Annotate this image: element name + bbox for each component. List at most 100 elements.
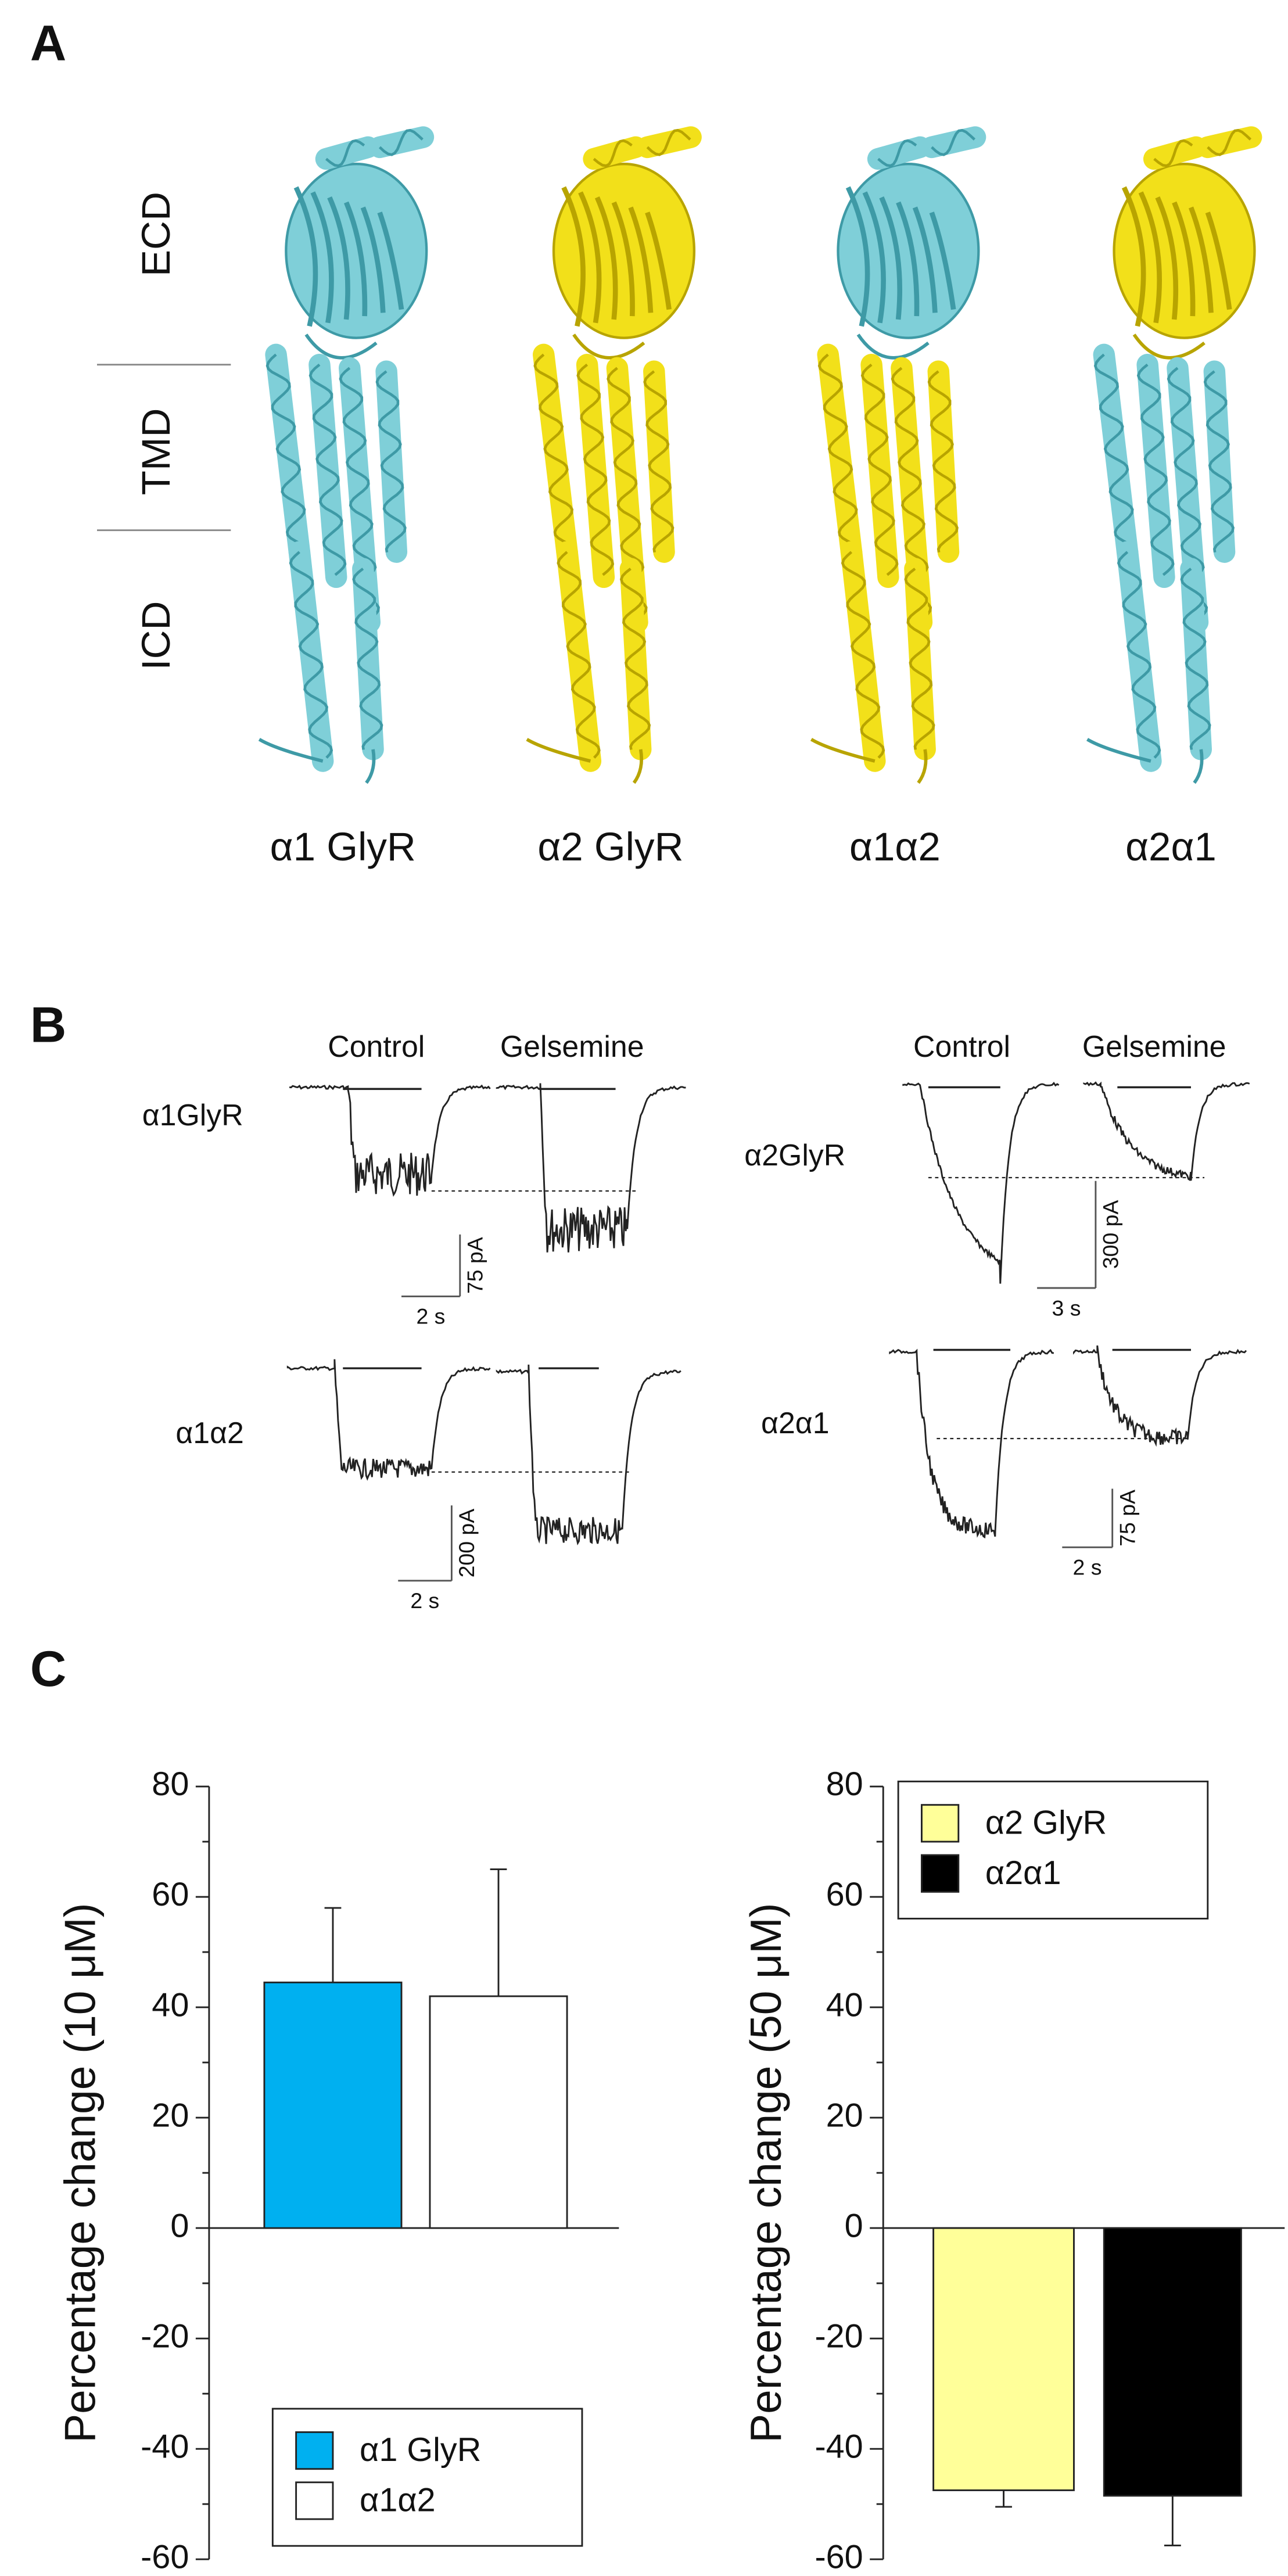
beta-sheet	[1205, 211, 1232, 310]
loop	[917, 749, 928, 784]
helix-turns	[289, 551, 333, 759]
current-trace	[286, 1359, 491, 1481]
helix-turns	[643, 370, 675, 553]
helix-turns	[931, 128, 975, 156]
helix	[1203, 360, 1236, 563]
beta-sheet	[1121, 186, 1146, 327]
beta-sheet	[611, 201, 635, 317]
bar	[932, 2227, 1075, 2491]
loop	[856, 333, 930, 360]
beta-sheet	[327, 196, 350, 320]
scale-label: 3 s	[1052, 1296, 1081, 1320]
legend-label: α1 GlyR	[360, 2431, 481, 2469]
helix	[1180, 558, 1212, 760]
legend-swatch	[921, 1854, 960, 1893]
y-tick-label: -60	[141, 2538, 189, 2575]
helix-turns	[352, 568, 383, 750]
y-tick-label: 0	[170, 2207, 189, 2244]
region-label: TMD	[133, 408, 178, 496]
helix	[265, 343, 311, 563]
panel-label: B	[30, 998, 66, 1053]
helix-turns	[646, 128, 691, 156]
helix-turns	[1203, 370, 1235, 553]
panel-label: A	[30, 15, 66, 71]
loop	[258, 738, 324, 763]
helix-turns	[375, 370, 407, 553]
y-axis-label: Percentage change (50 μM)	[741, 1903, 790, 2442]
helix-turns	[308, 363, 347, 576]
helix-turns	[817, 353, 862, 551]
beta-sheet	[578, 191, 602, 324]
y-tick-label: -20	[815, 2317, 863, 2355]
helix	[619, 558, 652, 760]
helix-turns	[1180, 568, 1211, 750]
legend-label: α2 GlyR	[985, 1804, 1107, 1841]
beta-sheet	[929, 211, 956, 310]
helix-turns	[325, 139, 365, 167]
loop	[365, 749, 376, 784]
beta-sheet	[628, 206, 654, 313]
beta-sheet	[862, 191, 886, 324]
current-trace	[1073, 1345, 1247, 1447]
beta-sheet	[645, 211, 672, 310]
y-tick-label: -40	[141, 2428, 189, 2465]
helix-turns	[576, 363, 615, 576]
helix	[817, 343, 863, 563]
current-trace	[1083, 1081, 1250, 1182]
error-bar	[324, 1907, 342, 1983]
y-axis-label: Percentage change (10 μM)	[56, 1903, 105, 2442]
trace-label: α1α2	[175, 1416, 244, 1450]
loop	[304, 333, 378, 360]
ecd	[1113, 163, 1256, 339]
legend-label: α2α1	[985, 1854, 1061, 1892]
current-trace	[496, 1364, 681, 1545]
y-tick-label: -60	[815, 2538, 863, 2575]
helix	[352, 558, 384, 760]
helix-turns	[266, 353, 310, 551]
beta-sheet	[594, 196, 618, 320]
scale-label: 2 s	[410, 1588, 439, 1613]
helix-turns	[841, 551, 885, 759]
construct-label: α1α2	[849, 824, 941, 869]
y-tick-label: 40	[152, 1986, 189, 2024]
ecd	[285, 163, 428, 339]
ecd	[837, 163, 980, 339]
beta-sheet	[1172, 201, 1196, 317]
region-label: ICD	[133, 601, 178, 670]
current-trace	[289, 1084, 491, 1197]
y-tick-label: 80	[826, 1766, 863, 1803]
scale-label: 300 pA	[1099, 1200, 1123, 1269]
construct-label: α2 GlyR	[537, 824, 683, 869]
helix-turns	[1207, 128, 1252, 156]
region-label: ECD	[133, 192, 178, 277]
beta-sheet	[293, 186, 318, 327]
legend-swatch	[921, 1804, 960, 1843]
error-bar	[490, 1868, 507, 1997]
legend-swatch	[295, 2431, 334, 2470]
helix-turns	[619, 568, 651, 750]
scale-label: 2 s	[1073, 1555, 1102, 1580]
y-tick-label: 40	[826, 1986, 863, 2024]
construct-label: α1 GlyR	[270, 824, 416, 869]
helix-turns	[1136, 363, 1175, 576]
bar	[263, 1981, 403, 2229]
scale-label: 200 pA	[454, 1509, 479, 1578]
bar	[429, 1995, 568, 2229]
scale-label: 75 pA	[1115, 1490, 1139, 1547]
y-tick-label: -40	[815, 2428, 863, 2465]
scale-label: 75 pA	[462, 1237, 487, 1294]
loop	[572, 333, 645, 360]
beta-sheet	[310, 191, 334, 324]
helix-turns	[593, 139, 633, 167]
legend-swatch	[295, 2481, 334, 2520]
y-tick-label: -20	[141, 2317, 189, 2355]
panel-label: C	[30, 1641, 66, 1697]
loop	[810, 738, 876, 763]
loop	[632, 749, 644, 784]
beta-sheet	[561, 186, 586, 327]
condition-label: Gelsemine	[1082, 1029, 1226, 1063]
y-tick-label: 20	[826, 2097, 863, 2134]
loop	[1132, 333, 1206, 360]
